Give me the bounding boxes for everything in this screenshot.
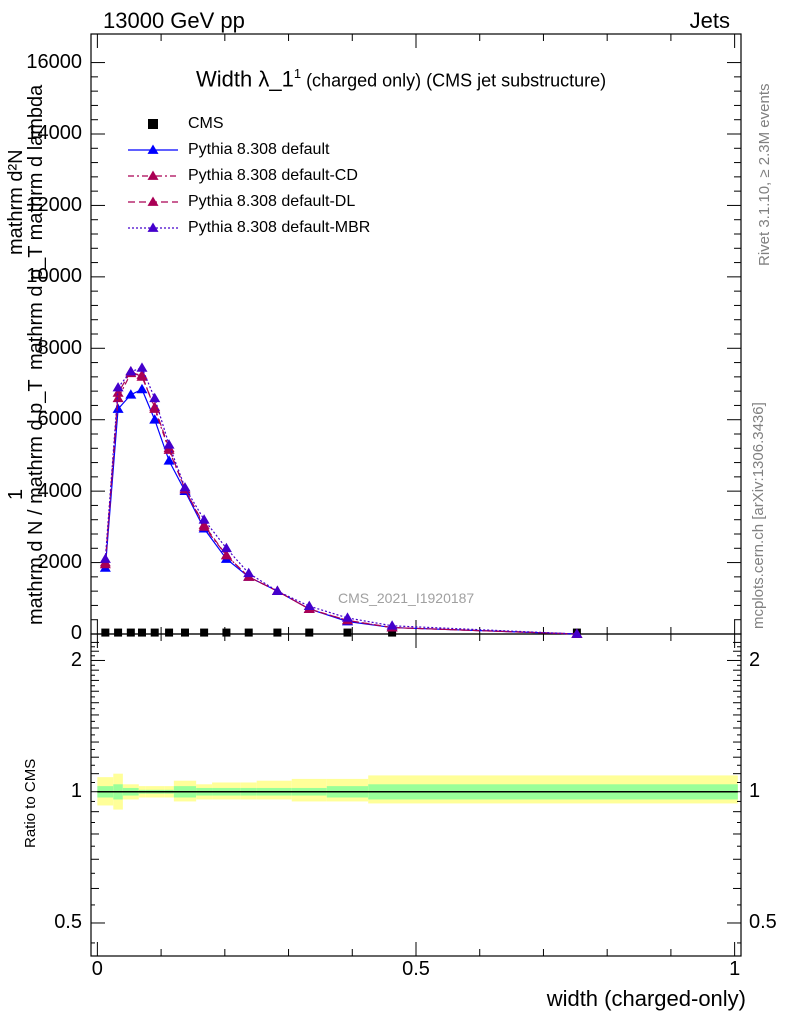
side-rivet: Rivet 3.1.10, ≥ 2.3M events — [756, 83, 773, 267]
y-axis-label-ratio: Ratio to CMS — [22, 758, 39, 848]
cms-data-point — [101, 628, 110, 637]
cms-data-point — [222, 628, 231, 637]
legend-label: Pythia 8.308 default-CD — [188, 166, 358, 184]
series-point — [149, 392, 161, 403]
cms-data-point — [273, 628, 282, 637]
series-point — [341, 612, 353, 622]
series-point — [99, 553, 111, 563]
ratio-bands — [97, 773, 738, 810]
legend-marker-cms — [148, 119, 158, 129]
side-mcplots: mcplots.cern.ch [arXiv:1306.3436] — [750, 402, 767, 629]
ratio-panel-frame — [90, 633, 742, 957]
title-main: Width λ_1 — [196, 66, 294, 92]
series-point — [136, 383, 148, 394]
cms-data-point — [388, 628, 397, 637]
series-point — [571, 628, 583, 638]
cms-data-point — [180, 628, 189, 637]
series-point — [149, 414, 161, 424]
y-tick-label: 8000 — [37, 336, 83, 359]
series-point — [220, 549, 232, 560]
series-point — [136, 371, 148, 381]
series-point — [243, 567, 255, 578]
series-point — [149, 401, 161, 412]
series-point — [220, 542, 232, 553]
series-point — [163, 455, 175, 465]
x-tick-label: 0.5 — [402, 958, 430, 981]
title-sub: (charged only) (CMS jet substructure) — [301, 70, 607, 91]
legend-marker — [147, 170, 159, 180]
series-point — [112, 403, 124, 413]
plot-title: Width λ_11 (charged only) (CMS jet subst… — [196, 66, 606, 92]
series-point — [112, 382, 124, 392]
y-tick-label: 10000 — [26, 265, 82, 288]
y-tick-label: 0 — [70, 622, 82, 645]
title-sup: 1 — [293, 66, 302, 81]
ratio-y-tick-label: 0.5 — [54, 911, 82, 934]
legend — [128, 119, 178, 232]
legend-label: Pythia 8.308 default-DL — [188, 192, 356, 210]
series-point — [163, 439, 175, 449]
series-point — [136, 362, 148, 372]
series-point — [303, 600, 315, 610]
legend-label: Pythia 8.308 default — [188, 140, 330, 158]
y-tick-label: 6000 — [37, 408, 83, 431]
legend-marker — [147, 222, 159, 232]
x-axis-label: width (charged-only) — [546, 986, 746, 1011]
y-tick-label: 12000 — [26, 193, 82, 216]
x-tick-label: 0 — [91, 958, 103, 981]
ratio-y-tick-label-right: 2 — [749, 648, 761, 671]
series-point — [198, 519, 210, 529]
cms-data-point — [343, 628, 352, 637]
y-tick-label: 14000 — [26, 122, 82, 145]
series-point — [125, 389, 137, 399]
cms-data-point — [305, 628, 314, 637]
legend-marker — [147, 144, 159, 154]
cms-data-point — [165, 628, 174, 637]
cms-data-point — [244, 628, 253, 637]
legend-marker — [147, 196, 159, 206]
series-group — [99, 362, 583, 638]
y-tick-label: 4000 — [37, 479, 83, 502]
series-point — [112, 387, 124, 397]
ratio-y-tick-label: 1 — [70, 780, 82, 803]
legend-label: Pythia 8.308 default-MBR — [188, 218, 371, 236]
series-point — [386, 620, 398, 630]
cms-data-point — [137, 628, 146, 637]
series-point — [179, 482, 191, 492]
header-right: Jets — [689, 8, 730, 33]
x-tick-label: 1 — [729, 958, 741, 981]
ratio-y-tick-label-right: 0.5 — [749, 911, 777, 934]
cms-data-point — [126, 628, 135, 637]
ratio-y-tick-label-right: 1 — [749, 780, 761, 803]
cms-data-point — [114, 628, 123, 637]
watermark: CMS_2021_I1920187 — [338, 590, 475, 606]
y-tick-label: 2000 — [37, 550, 83, 573]
series-point — [198, 514, 210, 524]
ratio-y-tick-label: 2 — [70, 648, 82, 671]
y-tick-label: 16000 — [26, 50, 82, 73]
legend-label: CMS — [188, 114, 224, 132]
cms-data-point — [200, 628, 209, 637]
cms-data-point — [150, 628, 159, 637]
series-point — [125, 366, 137, 376]
header-left: 13000 GeV pp — [103, 8, 245, 33]
series-point — [271, 585, 283, 595]
